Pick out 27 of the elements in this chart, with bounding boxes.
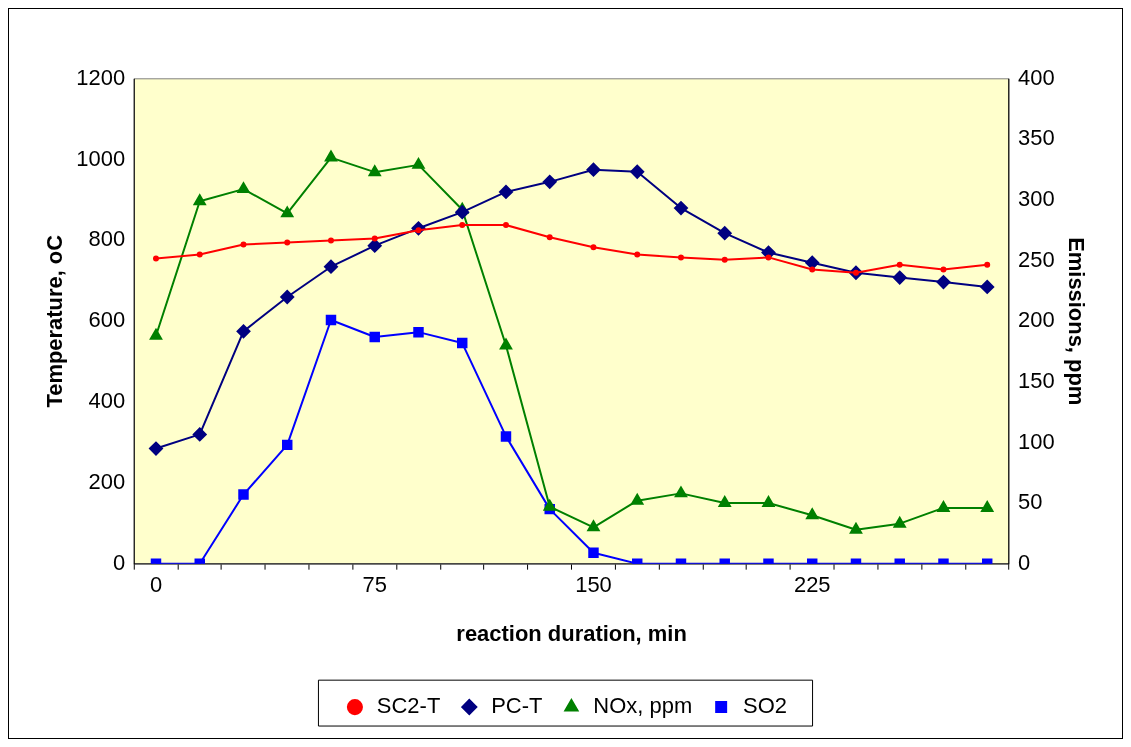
y-tick-label: 400	[88, 388, 126, 414]
y2-tick-label: 300	[1018, 186, 1055, 212]
x-tick-label: 150	[575, 571, 612, 597]
y2-tick-label: 350	[1018, 125, 1055, 151]
y2-tick-label: 0	[1018, 549, 1031, 575]
legend-label: NOx, ppm	[593, 693, 693, 719]
y2-tick-label: 100	[1018, 428, 1055, 454]
y2-axis-title: Emissions, ppm	[1063, 237, 1089, 406]
x-tick-label: 75	[362, 571, 387, 597]
y-tick-label: 1200	[76, 64, 126, 90]
legend-label: SO2	[743, 693, 788, 719]
x-tick-label: 0	[149, 571, 163, 597]
legend-label: PC-T	[491, 693, 543, 719]
legend-label: SC2-T	[376, 693, 441, 719]
y-tick-label: 600	[88, 307, 126, 333]
y-axis-title: Temperature, oC	[42, 234, 68, 408]
y-tick-label: 200	[88, 468, 126, 494]
x-axis-title: reaction duration, min	[456, 621, 687, 647]
y2-tick-label: 50	[1018, 489, 1043, 515]
y-tick-label: 0	[112, 549, 126, 575]
y-tick-label: 1000	[76, 145, 126, 171]
y-tick-label: 800	[88, 226, 126, 252]
y2-tick-label: 400	[1018, 64, 1055, 90]
y2-tick-label: 200	[1018, 307, 1055, 333]
x-tick-label: 225	[793, 571, 831, 597]
y2-tick-label: 150	[1018, 367, 1055, 393]
y2-tick-label: 250	[1018, 246, 1055, 272]
